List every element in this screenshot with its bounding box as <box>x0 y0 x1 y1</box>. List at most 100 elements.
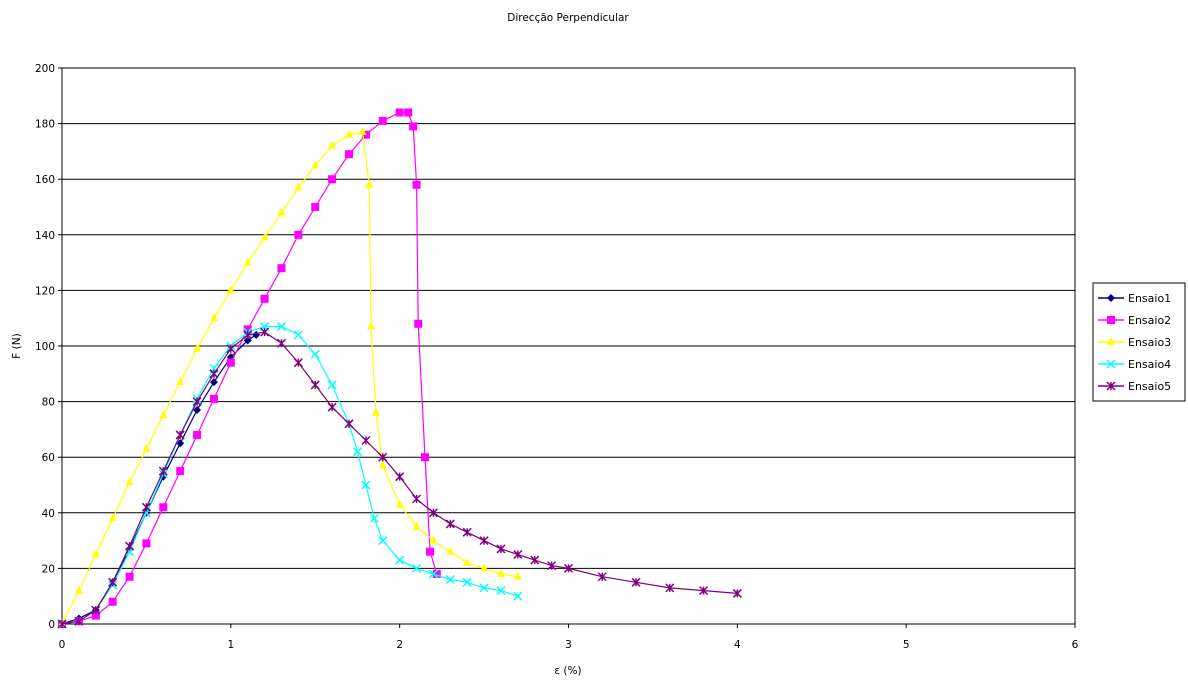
data-point <box>108 577 118 587</box>
data-point <box>513 591 523 601</box>
chart-title: Direcção Perpendicular <box>507 12 629 24</box>
data-point <box>142 539 151 548</box>
data-point <box>108 597 117 606</box>
y-tick-label: 160 <box>35 174 55 186</box>
data-point <box>243 325 252 334</box>
x-tick-label: 6 <box>1072 639 1079 651</box>
series-line <box>61 111 438 625</box>
legend-item: Ensaio5 <box>1098 380 1171 393</box>
x-tick-label: 0 <box>59 639 66 651</box>
y-tick-label: 20 <box>42 563 55 575</box>
data-point <box>563 563 574 573</box>
data-point <box>496 544 506 554</box>
data-point <box>158 466 168 476</box>
data-point <box>345 129 354 138</box>
x-tick-label: 4 <box>734 639 741 651</box>
data-point <box>597 572 607 582</box>
data-point <box>665 583 675 593</box>
data-point <box>428 508 438 518</box>
y-tick-label: 40 <box>42 508 55 520</box>
data-point <box>463 557 472 566</box>
data-point <box>327 402 337 412</box>
data-point <box>462 527 472 537</box>
data-point <box>74 616 84 626</box>
axes: 0 20 40 60 80 100 120 140 160 180 200 0 1 2 3 4 5 6 <box>35 63 1079 651</box>
data-point <box>125 541 135 551</box>
data-point <box>277 264 286 273</box>
data-point <box>404 108 413 117</box>
data-point <box>125 572 134 581</box>
data-point <box>175 430 185 440</box>
data-point <box>176 377 185 386</box>
data-point <box>361 480 371 490</box>
data-point <box>193 343 202 352</box>
data-point <box>293 330 303 340</box>
data-point <box>176 467 185 476</box>
data-point <box>462 577 472 587</box>
data-point <box>496 568 505 577</box>
x-tick-label: 3 <box>565 639 572 651</box>
x-tick-label: 1 <box>227 639 234 651</box>
y-tick-label: 80 <box>42 397 55 409</box>
legend-label: Ensaio3 <box>1128 336 1171 349</box>
data-point <box>445 574 455 585</box>
data-point <box>260 294 269 303</box>
legend-label: Ensaio4 <box>1128 358 1171 371</box>
data-point <box>226 358 235 367</box>
y-tick-label: 0 <box>48 619 55 631</box>
data-point <box>378 116 387 125</box>
series-layer <box>57 108 742 629</box>
data-point <box>358 126 367 135</box>
legend-marker <box>1106 359 1116 369</box>
data-point <box>378 460 387 469</box>
data-point <box>530 555 540 565</box>
data-point <box>159 503 168 512</box>
legend-marker <box>1107 316 1115 324</box>
data-point <box>513 571 522 580</box>
series-line <box>61 325 519 625</box>
data-point <box>366 321 375 330</box>
data-point <box>311 160 320 169</box>
data-point <box>327 380 337 390</box>
series-ensaio5 <box>57 327 742 629</box>
data-point <box>372 407 381 416</box>
data-point <box>378 452 388 462</box>
data-point <box>91 605 101 615</box>
data-point <box>412 521 421 530</box>
data-point <box>409 122 418 131</box>
data-point <box>243 330 253 340</box>
data-point <box>429 535 438 544</box>
legend-marker <box>1107 294 1115 302</box>
data-point <box>243 257 252 266</box>
data-point <box>446 546 455 555</box>
x-tick-label: 2 <box>396 639 403 651</box>
data-point <box>361 435 371 446</box>
data-point <box>395 555 405 565</box>
data-point <box>125 477 134 486</box>
data-point <box>209 369 219 379</box>
data-point <box>480 563 489 572</box>
data-point <box>328 140 337 149</box>
data-point <box>260 327 270 337</box>
data-point <box>378 536 388 546</box>
data-point <box>395 472 405 482</box>
data-point <box>310 349 320 359</box>
data-point <box>91 611 100 620</box>
data-point <box>420 453 429 462</box>
data-point <box>352 447 362 457</box>
data-point <box>108 513 117 522</box>
data-point <box>57 619 67 629</box>
data-point <box>293 358 303 368</box>
legend-label: Ensaio1 <box>1128 292 1171 305</box>
y-tick-label: 60 <box>42 452 55 464</box>
data-point <box>395 108 404 117</box>
y-tick-label: 120 <box>35 285 55 297</box>
data-point <box>344 419 354 429</box>
y-axis-title: F (N) <box>11 333 23 358</box>
y-tick-label: 200 <box>35 63 55 75</box>
series-line <box>61 331 738 625</box>
data-point <box>226 285 235 294</box>
data-point <box>732 588 742 598</box>
data-point <box>496 586 506 596</box>
data-point <box>91 549 100 558</box>
